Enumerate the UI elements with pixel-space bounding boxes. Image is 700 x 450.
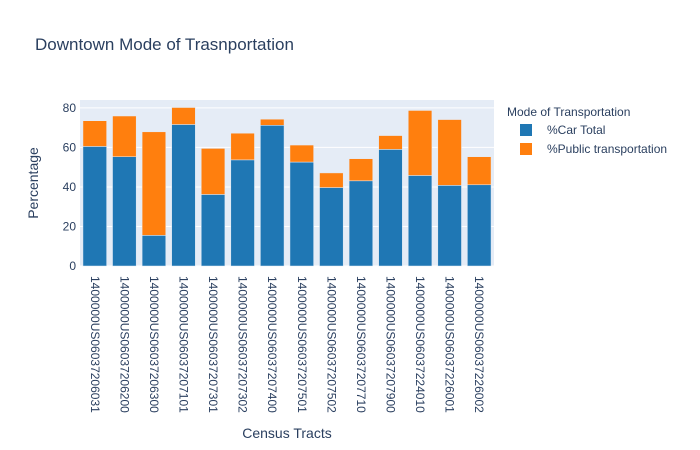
bar-public-transportation[interactable] xyxy=(141,131,167,236)
bar-public-transportation[interactable] xyxy=(289,144,314,163)
legend-label[interactable]: %Public transportation xyxy=(547,142,667,156)
bar-car-total[interactable] xyxy=(467,184,492,267)
bar-public-transportation[interactable] xyxy=(200,148,226,195)
bar-public-transportation[interactable] xyxy=(112,115,137,157)
y-axis-title: Percentage xyxy=(25,147,41,219)
bar-public-transportation[interactable] xyxy=(467,156,492,186)
x-tick-label: 1400000US06037207400 xyxy=(265,276,279,413)
bar-car-total[interactable] xyxy=(378,149,403,267)
x-tick-label: 1400000US06037226002 xyxy=(472,276,486,413)
y-tick-label: 0 xyxy=(69,259,76,273)
bar-public-transportation[interactable] xyxy=(82,120,107,147)
x-tick-label: 1400000US06037206200 xyxy=(117,276,131,413)
y-tick-label: 40 xyxy=(63,180,77,194)
bar-car-total[interactable] xyxy=(112,156,137,267)
x-axis-title: Census Tracts xyxy=(242,425,331,441)
bar-car-total[interactable] xyxy=(230,159,255,267)
bar-public-transportation[interactable] xyxy=(407,110,433,176)
x-tick-label: 1400000US06037206031 xyxy=(88,276,102,413)
legend: Mode of Transportation %Car Total %Public… xyxy=(507,105,667,156)
bar-public-transportation[interactable] xyxy=(260,118,285,126)
bars-group xyxy=(82,107,492,267)
x-tick-label: 1400000US06037207502 xyxy=(324,276,338,413)
y-tick-label: 60 xyxy=(63,140,77,154)
x-tick-label: 1400000US06037226001 xyxy=(443,276,457,413)
bar-car-total[interactable] xyxy=(260,125,285,267)
x-tick-label: 1400000US06037207302 xyxy=(236,276,250,413)
bar-public-transportation[interactable] xyxy=(348,158,374,182)
bar-car-total[interactable] xyxy=(348,180,374,267)
bar-car-total[interactable] xyxy=(82,146,107,267)
y-tick-label: 80 xyxy=(63,101,77,115)
bar-car-total[interactable] xyxy=(437,185,462,267)
legend-title: Mode of Transportation xyxy=(507,105,630,119)
x-tick-label: 1400000US06037207101 xyxy=(177,276,191,413)
bar-public-transportation[interactable] xyxy=(437,119,462,186)
bar-car-total[interactable] xyxy=(171,124,196,267)
x-tick-label: 1400000US06037207301 xyxy=(206,276,220,413)
bar-car-total[interactable] xyxy=(200,194,226,267)
x-tick-label: 1400000US06037207900 xyxy=(384,276,398,413)
chart-title: Downtown Mode of Trasnportation xyxy=(35,35,294,54)
bar-public-transportation[interactable] xyxy=(319,172,344,188)
y-tick-label: 20 xyxy=(63,219,77,233)
y-tick-labels: 0 20 40 60 80 xyxy=(63,101,77,273)
x-tick-label: 1400000US06037224010 xyxy=(413,276,427,413)
bar-car-total[interactable] xyxy=(141,235,167,267)
x-tick-label: 1400000US06037207501 xyxy=(295,276,309,413)
bar-public-transportation[interactable] xyxy=(171,107,196,125)
bar-car-total[interactable] xyxy=(289,161,314,267)
bar-car-total[interactable] xyxy=(407,175,433,267)
legend-swatch[interactable] xyxy=(520,143,532,155)
legend-label[interactable]: %Car Total xyxy=(547,123,605,137)
bar-car-total[interactable] xyxy=(319,187,344,267)
x-tick-label: 1400000US06037207710 xyxy=(354,276,368,413)
bar-public-transportation[interactable] xyxy=(378,135,403,150)
x-tick-label: 1400000US06037206300 xyxy=(147,276,161,413)
x-tick-labels: 1400000US06037206031 1400000US06037206200… xyxy=(88,276,486,413)
legend-swatch[interactable] xyxy=(520,124,532,136)
bar-public-transportation[interactable] xyxy=(230,132,255,161)
